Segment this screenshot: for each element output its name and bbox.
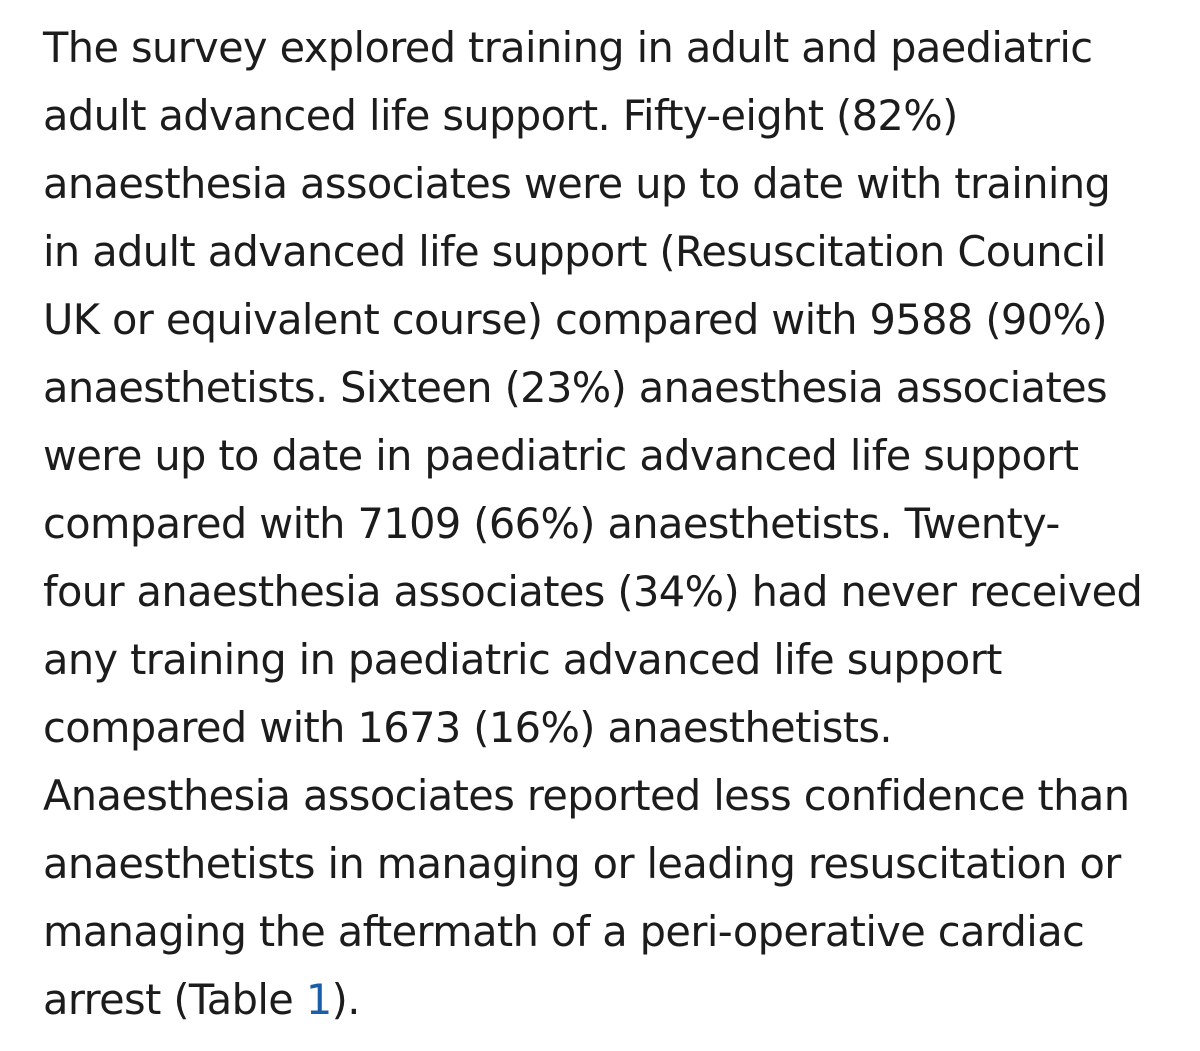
paragraph-line: adult advanced life support. Fifty-eight…	[43, 91, 958, 140]
paragraph-line: any training in paediatric advanced life…	[43, 635, 1002, 684]
paragraph-last-line: arrest (Table 1).	[43, 966, 1200, 1034]
last-line-text-before: arrest (Table	[43, 975, 306, 1024]
paragraph-line: were up to date in paediatric advanced l…	[43, 431, 1079, 480]
body-paragraph: The survey explored training in adult an…	[43, 14, 1200, 1034]
paragraph-line: UK or equivalent course) compared with 9…	[43, 295, 1108, 344]
paragraph-line: managing the aftermath of a peri-operati…	[43, 907, 1085, 956]
paragraph-line: in adult advanced life support (Resuscit…	[43, 227, 1107, 276]
paragraph-line: The survey explored training in adult an…	[43, 23, 1093, 72]
paragraph-line: four anaesthesia associates (34%) had ne…	[43, 567, 1143, 616]
last-line-text-after: ).	[331, 975, 361, 1024]
paragraph-line: anaesthetists in managing or leading res…	[43, 839, 1121, 888]
paragraph-line: anaesthesia associates were up to date w…	[43, 159, 1111, 208]
paragraph-line: compared with 7109 (66%) anaesthetists. …	[43, 499, 1060, 548]
table-reference-link[interactable]: 1	[305, 975, 332, 1024]
paragraph-line: compared with 1673 (16%) anaesthetists.	[43, 703, 893, 752]
paragraph-line: anaesthetists. Sixteen (23%) anaesthesia…	[43, 363, 1108, 412]
paragraph-line: Anaesthesia associates reported less con…	[43, 771, 1130, 820]
